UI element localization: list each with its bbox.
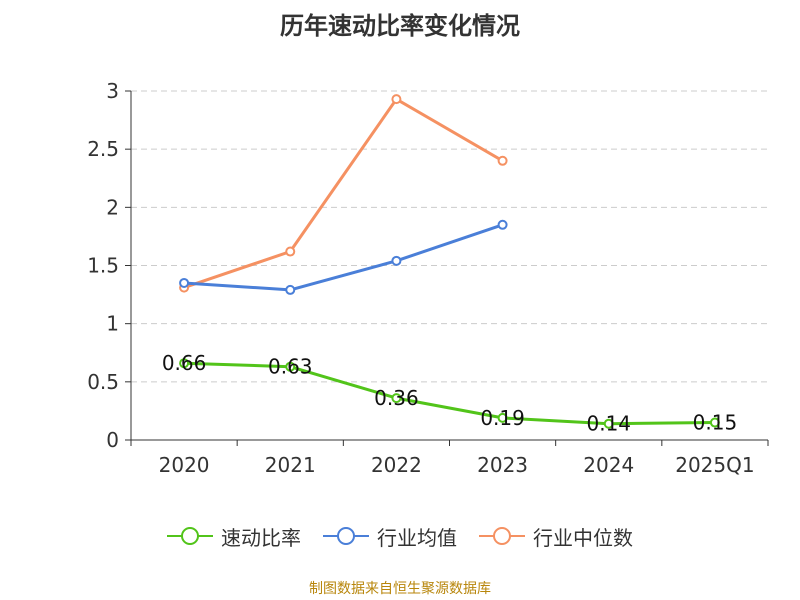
x-tick-label: 2023 — [477, 453, 528, 477]
data-point — [285, 361, 296, 372]
line-chart: 0 0.5 1 1.5 2 2.5 3 2020 2021 2022 2023 2024 2025Q1 0… — [87, 79, 769, 477]
x-tick-label: 2020 — [159, 453, 210, 477]
data-point — [497, 219, 508, 230]
legend-item-industry-median[interactable]: 行业中位数 — [479, 522, 633, 551]
data-point — [179, 277, 190, 288]
y-tick-label: 2 — [106, 195, 119, 219]
legend-label-industry-median: 行业中位数 — [533, 525, 633, 550]
x-tick-label: 2024 — [583, 453, 634, 477]
y-tick-label: 0.5 — [87, 370, 119, 394]
data-point — [603, 418, 614, 429]
y-tick-label: 1 — [106, 312, 119, 336]
x-tick-label: 2022 — [371, 453, 422, 477]
data-point — [391, 94, 402, 105]
x-tick-label: 2025Q1 — [675, 453, 754, 477]
y-tick-label: 1.5 — [87, 254, 119, 278]
chart-title: 历年速动比率变化情况 — [280, 12, 520, 40]
legend-label-quick-ratio: 速动比率 — [221, 525, 301, 550]
source-note: 制图数据来自恒生聚源数据库 — [309, 581, 491, 597]
data-point — [285, 246, 296, 257]
data-point — [285, 284, 296, 295]
x-tick-label: 2021 — [265, 453, 316, 477]
y-tick-label: 2.5 — [87, 137, 119, 161]
legend-item-industry-avg[interactable]: 行业均值 — [323, 522, 457, 551]
data-point — [391, 255, 402, 266]
data-point — [709, 417, 720, 428]
data-point — [497, 412, 508, 423]
legend: 速动比率 行业均值 行业中位数 — [0, 518, 800, 554]
series-line-1 — [183, 223, 504, 292]
y-tick-label: 0 — [106, 428, 119, 452]
data-label: 0.19 — [480, 406, 525, 430]
legend-label-industry-avg: 行业均值 — [377, 525, 457, 550]
series-line-0 — [184, 361, 715, 426]
data-label: 0.63 — [268, 355, 313, 379]
data-label: 0.15 — [693, 411, 738, 435]
series-line-2 — [183, 97, 504, 290]
data-point — [497, 155, 508, 166]
data-label: 0.66 — [162, 351, 207, 375]
data-label: 0.14 — [586, 412, 631, 436]
legend-item-quick-ratio[interactable]: 速动比率 — [167, 522, 301, 551]
data-label: 0.36 — [374, 386, 419, 410]
data-point — [179, 358, 190, 369]
data-point — [391, 393, 402, 404]
y-tick-label: 3 — [106, 79, 119, 103]
